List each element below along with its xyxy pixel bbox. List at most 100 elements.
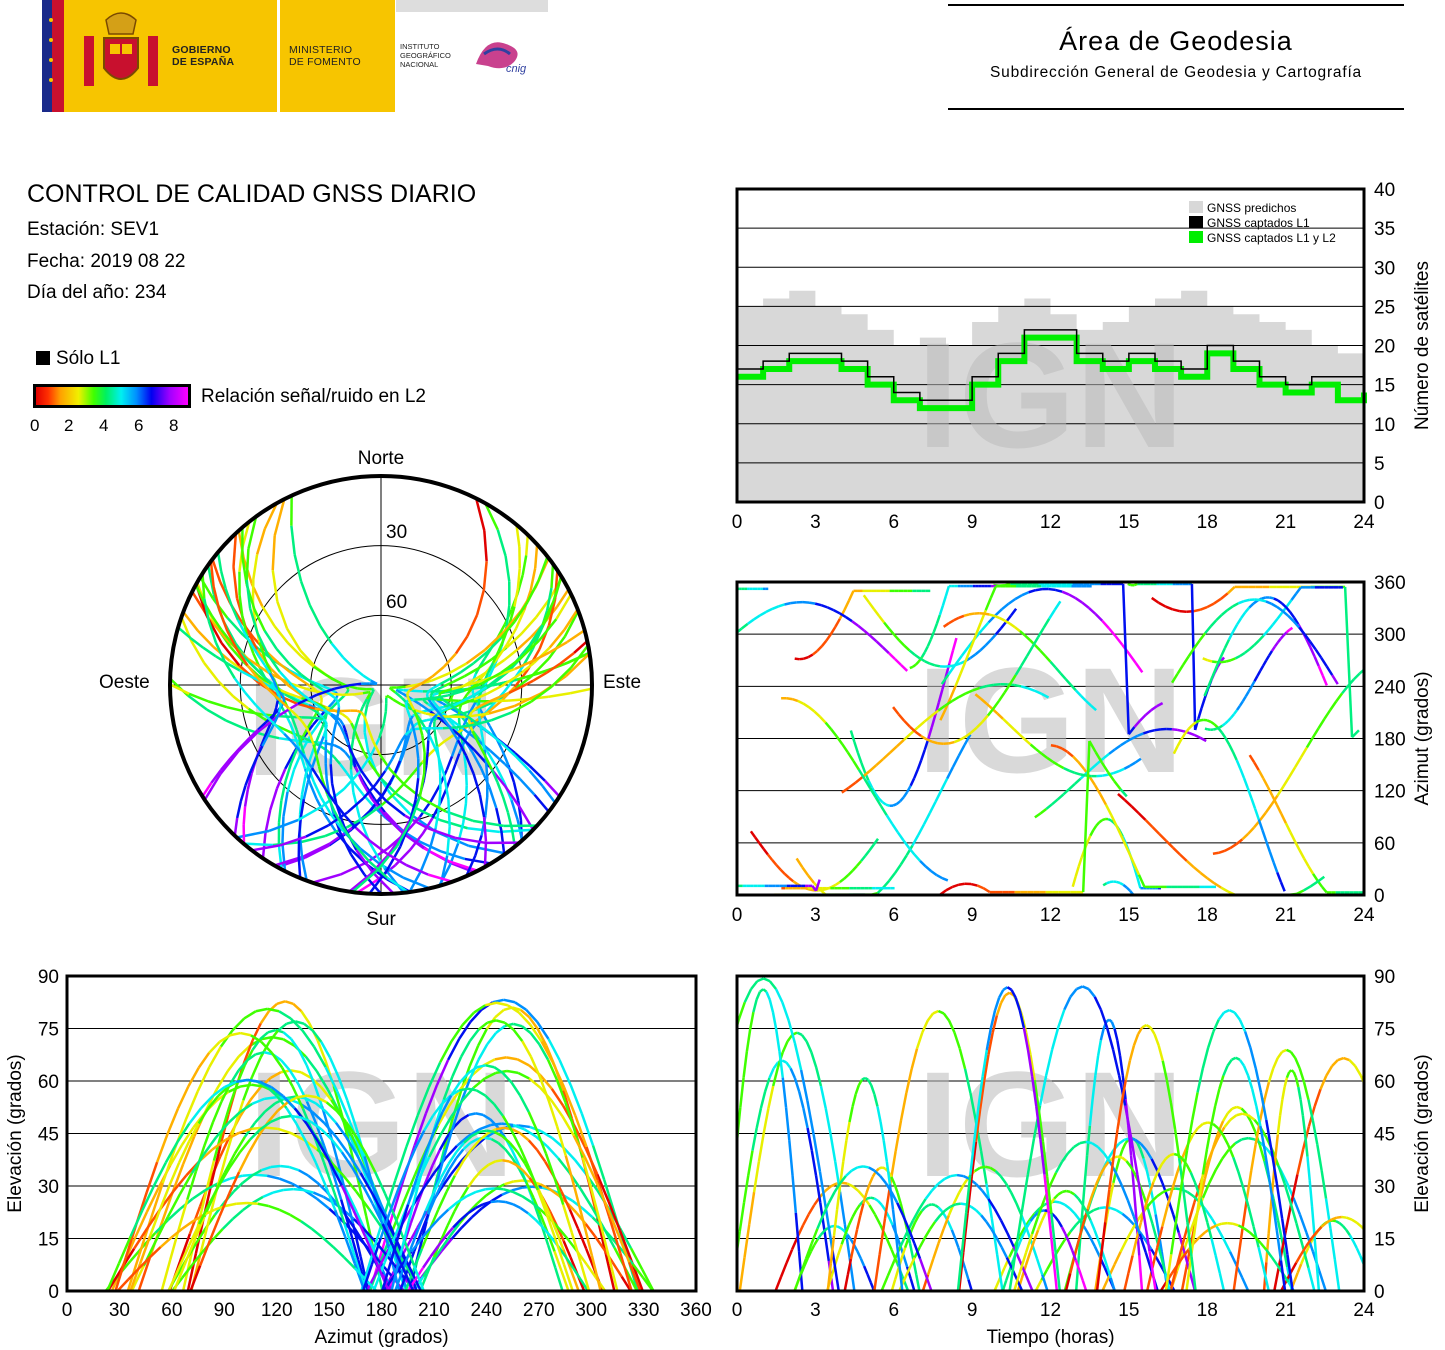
satellite-track (1082, 985, 1090, 991)
satellite-track (1331, 1059, 1339, 1067)
satellite-track (472, 719, 492, 727)
satellite-track (1196, 1122, 1204, 1130)
satellite-track (488, 696, 499, 703)
satellite-track (273, 498, 286, 536)
satellite-track (973, 1105, 980, 1140)
satellite-track (1131, 734, 1139, 740)
satellite-track (464, 785, 468, 804)
satellite-track (484, 1001, 497, 1007)
satellite-track (896, 739, 905, 748)
satellite-track (1271, 795, 1278, 806)
satellite-track (462, 1142, 472, 1151)
satellite-track (857, 1190, 865, 1199)
satellite-track (1220, 886, 1229, 893)
x-tick-label: 24 (1353, 512, 1375, 533)
satellite-track (867, 1079, 873, 1086)
satellite-track (959, 660, 967, 675)
satellite-track (478, 657, 486, 668)
satellite-track (1292, 1197, 1302, 1216)
satellite-track (969, 635, 977, 649)
satellite-track (941, 595, 948, 607)
satellite-track (532, 671, 548, 682)
satellite-track (1028, 589, 1036, 594)
satellite-track (872, 608, 881, 617)
satellite-track (299, 834, 326, 844)
satellite-track (1046, 1258, 1055, 1270)
satellite-track (1177, 1232, 1186, 1252)
satellite-track (963, 733, 972, 746)
satellite-track (569, 1269, 580, 1292)
header-bottom-rule (948, 108, 1404, 110)
satellite-track (197, 1051, 211, 1069)
satellite-track (106, 1262, 121, 1292)
satellite-track (851, 1209, 858, 1218)
satellite-track (187, 1067, 200, 1087)
satellite-track (1136, 1142, 1142, 1151)
satellite-track (1050, 1026, 1060, 1050)
satellite-track (1044, 655, 1052, 663)
satellite-track (326, 793, 336, 811)
satellite-track (195, 1227, 207, 1244)
satellite-track (718, 624, 721, 631)
ign-watermark: IGN (248, 1040, 515, 1208)
satellite-track (1309, 647, 1316, 658)
satellite-track (261, 1165, 272, 1172)
satellite-track (921, 1020, 929, 1033)
satellite-track (1264, 803, 1273, 814)
satellite-track (420, 1228, 432, 1250)
satellite-track (554, 1238, 566, 1265)
satellite-track (824, 1209, 834, 1251)
satellite-track (376, 1247, 391, 1270)
satellite-track (1277, 599, 1283, 605)
satellite-track (181, 1256, 193, 1292)
satellite-track (1233, 709, 1239, 715)
satellite-track (984, 1165, 991, 1170)
satellite-track (1176, 664, 1185, 675)
satellite-track (818, 888, 824, 892)
y-tick-label: 90 (1374, 967, 1395, 988)
satellite-track (1341, 1225, 1348, 1231)
satellite-track (1083, 1155, 1089, 1188)
satellite-track (514, 751, 531, 768)
satellite-track (547, 1099, 559, 1127)
satellite-track (947, 1221, 953, 1231)
satellite-track (1302, 1081, 1310, 1100)
y-tick-label: 75 (1374, 1020, 1395, 1041)
satellite-track (517, 661, 535, 677)
satellite-track (1343, 586, 1354, 738)
satellite-track (253, 608, 266, 632)
satellite-track (1178, 853, 1188, 862)
satellite-track (479, 668, 490, 680)
satellite-track (1275, 1183, 1284, 1219)
satellite-track (450, 1024, 464, 1043)
y-tick-label: 30 (1374, 258, 1395, 279)
satellite-track (461, 1011, 475, 1026)
gov-line2: DE ESPAÑA (172, 56, 235, 68)
satellite-track (909, 777, 916, 787)
satellite-track (1313, 1233, 1318, 1263)
satellite-track (385, 695, 388, 699)
satellite-track (1093, 1206, 1100, 1212)
satellite-track (432, 1177, 443, 1194)
satellite-track (333, 744, 341, 750)
satellite-track (1278, 1099, 1284, 1116)
satellite-track (910, 1048, 919, 1070)
satellite-track (1289, 1051, 1297, 1059)
satellite-track (275, 711, 281, 720)
satellite-track (431, 1149, 441, 1166)
satellite-track (1191, 1127, 1199, 1136)
satellite-track (775, 1029, 781, 1052)
satellite-track (963, 1268, 970, 1281)
satellite-track (486, 700, 502, 714)
satellite-track (1106, 880, 1111, 885)
satellite-track (361, 1183, 374, 1205)
satellite-track (362, 750, 373, 766)
satellite-track (594, 1180, 609, 1208)
satellite-track (477, 1021, 489, 1031)
satellite-track (788, 1139, 794, 1176)
satellite-track (926, 638, 932, 647)
satellite-track (1296, 1148, 1305, 1175)
date-label: Fecha: 2019 08 22 (27, 251, 186, 272)
satellite-track (1242, 777, 1249, 789)
